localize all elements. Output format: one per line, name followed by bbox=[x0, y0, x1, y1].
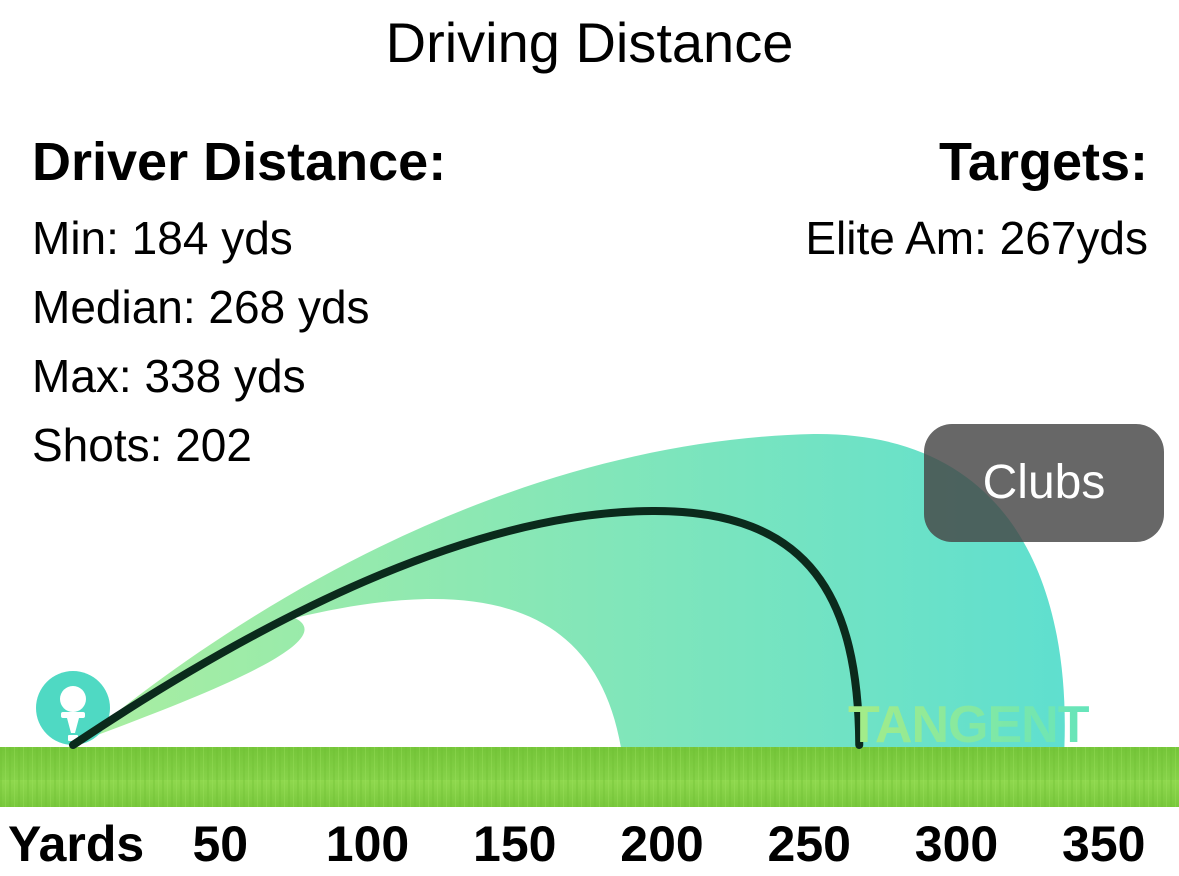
golf-tee-icon bbox=[36, 671, 110, 745]
x-tick-100: 100 bbox=[325, 816, 410, 872]
x-tick-350: 350 bbox=[1062, 816, 1146, 872]
grass-strip bbox=[0, 747, 1179, 807]
x-tick-150: 150 bbox=[473, 816, 557, 872]
tangent-watermark: TANGENT bbox=[848, 695, 1148, 755]
shots-count: Shots: 202 bbox=[32, 419, 252, 471]
x-tick-250: 250 bbox=[767, 816, 851, 872]
median-trajectory-line bbox=[69, 506, 864, 749]
targets-panel: Targets: Elite Am: 267yds bbox=[805, 126, 1148, 273]
driver-distance-heading: Driver Distance: bbox=[32, 132, 447, 192]
x-tick-200: 200 bbox=[620, 816, 704, 872]
targets-heading: Targets: bbox=[938, 132, 1148, 192]
elite-am-target: Elite Am: 267yds bbox=[805, 212, 1148, 264]
page-title: Driving Distance bbox=[385, 11, 794, 74]
median-distance: Median: 268 yds bbox=[32, 281, 370, 333]
driver-distance-panel: Driver Distance: Min: 184 yds Median: 26… bbox=[32, 126, 446, 480]
x-tick-50: 50 bbox=[192, 816, 249, 872]
dispersion-band bbox=[81, 433, 1065, 747]
clubs-button[interactable]: Clubs bbox=[924, 424, 1164, 542]
x-axis-label: Yards bbox=[8, 816, 145, 872]
max-distance: Max: 338 yds bbox=[32, 350, 306, 402]
x-tick-300: 300 bbox=[914, 816, 999, 872]
min-distance: Min: 184 yds bbox=[32, 212, 293, 264]
